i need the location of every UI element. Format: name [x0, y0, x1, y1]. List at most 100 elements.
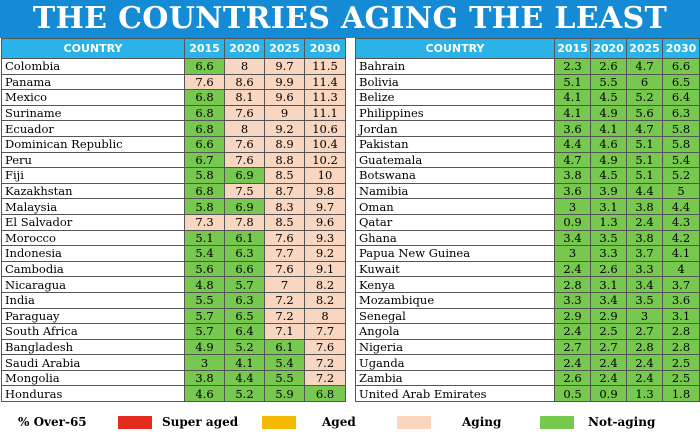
value-cell: 6.9 — [224, 167, 265, 184]
country-name-cell: Mozambique — [355, 291, 555, 309]
value-cell: 0.9 — [554, 213, 591, 231]
value-cell: 4.9 — [184, 338, 225, 356]
value-cell: 1.8 — [662, 385, 700, 403]
value-cell: 8.2 — [304, 291, 346, 309]
value-cell: 3.8 — [626, 229, 663, 247]
value-cell: 8.6 — [224, 73, 265, 91]
country-name-cell: Nicaragua — [1, 276, 185, 293]
value-cell: 10.2 — [304, 151, 346, 169]
left-table-row: Panama 7.6 8.6 9.9 11.4 — [1, 73, 346, 91]
value-cell: 2.8 — [626, 338, 663, 356]
value-cell: 5.8 — [184, 198, 225, 215]
value-cell: 7.8 — [224, 213, 265, 231]
value-cell: 6.6 — [184, 135, 225, 153]
value-cell: 8.7 — [264, 182, 305, 200]
value-cell: 5.1 — [626, 167, 663, 184]
value-cell: 2.4 — [554, 354, 591, 371]
value-cell: 9.7 — [304, 198, 346, 215]
value-cell: 4.1 — [554, 104, 591, 122]
value-cell: 7.5 — [224, 182, 265, 200]
value-cell: 2.7 — [590, 338, 627, 356]
value-cell: 3.3 — [590, 245, 627, 262]
value-cell: 4.5 — [590, 89, 627, 106]
right-table-row: Belize 4.1 4.5 5.2 6.4 — [355, 89, 700, 106]
value-cell: 6.3 — [662, 104, 700, 122]
value-cell: 7.1 — [264, 323, 305, 340]
value-cell: 2.8 — [554, 276, 591, 293]
value-cell: 9.7 — [264, 58, 305, 75]
value-cell: 2.4 — [626, 369, 663, 387]
left-table-row: Fiji 5.8 6.9 8.5 10 — [1, 167, 346, 184]
value-cell: 7.2 — [304, 354, 346, 371]
value-cell: 3.5 — [626, 291, 663, 309]
value-cell: 9.2 — [304, 245, 346, 262]
value-cell: 5.4 — [662, 151, 700, 169]
value-cell: 2.7 — [626, 323, 663, 340]
value-cell: 6.5 — [224, 307, 265, 325]
left-year-2025-header: 2025 — [264, 38, 305, 59]
value-cell: 7 — [264, 276, 305, 293]
value-cell: 5.1 — [554, 73, 591, 91]
value-cell: 9.8 — [304, 182, 346, 200]
value-cell: 6.8 — [304, 385, 346, 403]
value-cell: 4.3 — [662, 213, 700, 231]
value-cell: 3.6 — [554, 120, 591, 137]
value-cell: 9.6 — [264, 89, 305, 106]
value-cell: 2.4 — [590, 369, 627, 387]
right-table-row: Papua New Guinea 3 3.3 3.7 4.1 — [355, 245, 700, 262]
country-name-cell: El Salvador — [1, 213, 185, 231]
value-cell: 2.5 — [590, 323, 627, 340]
left-year-2030-header: 2030 — [304, 38, 346, 59]
legend-aged-swatch — [262, 416, 296, 429]
left-table-row: Morocco 5.1 6.1 7.6 9.3 — [1, 229, 346, 247]
value-cell: 5.6 — [184, 260, 225, 278]
value-cell: 5.1 — [626, 151, 663, 169]
value-cell: 3 — [554, 198, 591, 215]
value-cell: 5.8 — [662, 135, 700, 153]
right-table-row: Bolivia 5.1 5.5 6 6.5 — [355, 73, 700, 91]
value-cell: 4.7 — [626, 58, 663, 75]
value-cell: 5.8 — [662, 120, 700, 137]
left-table-row: India 5.5 6.3 7.2 8.2 — [1, 291, 346, 309]
value-cell: 5.2 — [224, 338, 265, 356]
value-cell: 3.1 — [662, 307, 700, 325]
legend-aging-swatch — [397, 416, 431, 429]
value-cell: 10 — [304, 167, 346, 184]
country-name-cell: Senegal — [355, 307, 555, 325]
value-cell: 4.6 — [590, 135, 627, 153]
country-name-cell: India — [1, 291, 185, 309]
value-cell: 7.6 — [224, 151, 265, 169]
value-cell: 3.9 — [590, 182, 627, 200]
value-cell: 3 — [554, 245, 591, 262]
value-cell: 4.4 — [554, 135, 591, 153]
value-cell: 3.8 — [554, 167, 591, 184]
right-table-row: Kuwait 2.4 2.6 3.3 4 — [355, 260, 700, 278]
value-cell: 4.1 — [224, 354, 265, 371]
right-table-row: Jordan 3.6 4.1 4.7 5.8 — [355, 120, 700, 137]
value-cell: 4.1 — [554, 89, 591, 106]
value-cell: 2.8 — [662, 323, 700, 340]
right-table-row: Nigeria 2.7 2.7 2.8 2.8 — [355, 338, 700, 356]
country-name-cell: Bahrain — [355, 58, 555, 75]
value-cell: 2.6 — [590, 260, 627, 278]
value-cell: 6.6 — [224, 260, 265, 278]
country-name-cell: Angola — [355, 323, 555, 340]
right-table-row: Mozambique 3.3 3.4 3.5 3.6 — [355, 291, 700, 309]
country-name-cell: Cambodia — [1, 260, 185, 278]
value-cell: 3 — [626, 307, 663, 325]
right-table-row: Qatar 0.9 1.3 2.4 4.3 — [355, 213, 700, 231]
value-cell: 9.2 — [264, 120, 305, 137]
value-cell: 7.6 — [224, 135, 265, 153]
country-name-cell: Fiji — [1, 167, 185, 184]
value-cell: 3.1 — [590, 198, 627, 215]
value-cell: 8.5 — [264, 213, 305, 231]
left-table-row: Bangladesh 4.9 5.2 6.1 7.6 — [1, 338, 346, 356]
value-cell: 4.1 — [590, 120, 627, 137]
value-cell: 7.6 — [264, 260, 305, 278]
country-name-cell: Kuwait — [355, 260, 555, 278]
value-cell: 4 — [662, 260, 700, 278]
left-table-row: Peru 6.7 7.6 8.8 10.2 — [1, 151, 346, 169]
country-name-cell: United Arab Emirates — [355, 385, 555, 403]
value-cell: 6.8 — [184, 104, 225, 122]
value-cell: 6.6 — [662, 58, 700, 75]
